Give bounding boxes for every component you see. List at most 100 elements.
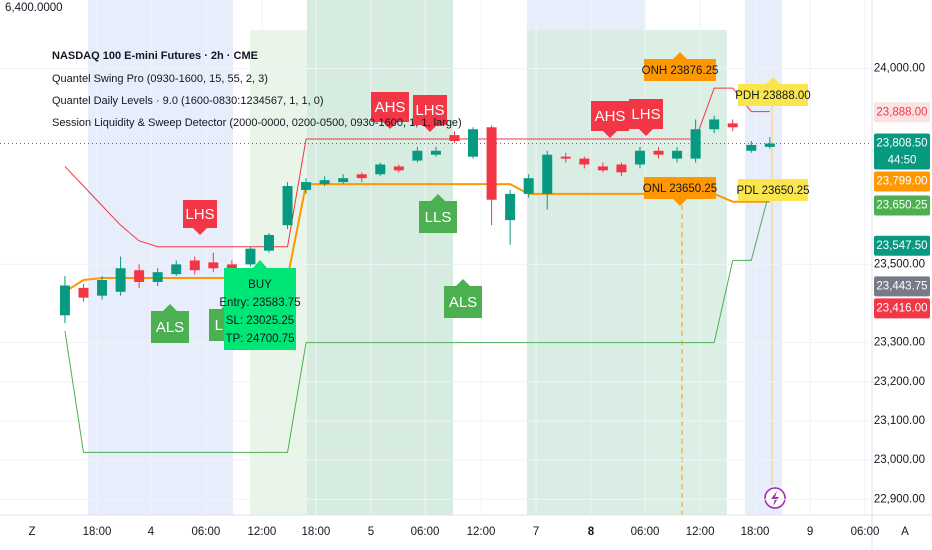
level-tag-box bbox=[738, 179, 808, 201]
x-tick-label: 18:00 bbox=[83, 526, 112, 538]
timezone-button[interactable]: Z bbox=[28, 526, 35, 538]
candle-body bbox=[709, 119, 720, 130]
candle-body bbox=[542, 154, 553, 194]
candle-body bbox=[263, 234, 274, 251]
swing-annotation-label: LLS bbox=[425, 209, 452, 226]
x-tick-label: 12:00 bbox=[467, 526, 496, 538]
candle-body bbox=[97, 280, 108, 296]
x-tick-label: 06:00 bbox=[851, 526, 880, 538]
price-tag bbox=[874, 102, 930, 123]
buy-box-line: TP: 24700.75 bbox=[225, 333, 294, 345]
candle-body bbox=[616, 164, 627, 173]
candle-body bbox=[634, 150, 645, 165]
swing-annotation-label: LHS bbox=[185, 206, 214, 223]
y-tick-label: 23,200.00 bbox=[874, 376, 925, 388]
x-tick-label: 9 bbox=[807, 526, 813, 538]
x-tick-label: 12:00 bbox=[248, 526, 277, 538]
swing-annotation-box bbox=[444, 279, 482, 318]
x-tick-label: 06:00 bbox=[192, 526, 221, 538]
swing-annotation-label: LHS bbox=[631, 106, 660, 123]
x-tick-label: 4 bbox=[148, 526, 155, 538]
indicator-legend[interactable]: Quantel Daily Levels · 9.0 (1600-0830:12… bbox=[52, 95, 324, 107]
candle-body bbox=[764, 143, 775, 147]
price-tag-label: 23,808.50 bbox=[876, 138, 927, 150]
indicator-line bbox=[64, 189, 771, 453]
price-tag-label: 23,650.25 bbox=[876, 200, 927, 212]
x-tick-label: 12:00 bbox=[686, 526, 715, 538]
price-tag bbox=[874, 298, 930, 319]
swing-annotation-label: ALS bbox=[156, 319, 184, 336]
level-tag-label: PDH 23888.00 bbox=[735, 90, 810, 102]
candle-body bbox=[430, 150, 441, 155]
buy-box-line: SL: 23025.25 bbox=[226, 315, 294, 327]
price-tag-label: 23,547.50 bbox=[876, 240, 927, 252]
x-tick-label: 7 bbox=[533, 526, 539, 538]
price-tag-label: 23,416.00 bbox=[876, 302, 927, 314]
alert-bolt bbox=[771, 491, 779, 506]
plot: LHSALSLLSAHSLHSLLSALSAHSLHSONH 23876.25O… bbox=[0, 0, 872, 515]
candle-body bbox=[653, 150, 664, 155]
buy-box-line: BUY bbox=[248, 279, 272, 291]
price-tag bbox=[874, 195, 930, 216]
swing-annotation-box bbox=[371, 92, 409, 129]
auto-scale-button[interactable]: A bbox=[901, 526, 909, 538]
x-tick-label: 18:00 bbox=[302, 526, 331, 538]
candle-body bbox=[356, 174, 367, 179]
swing-annotation-label: AHS bbox=[595, 108, 626, 125]
swing-annotation-label: AHS bbox=[375, 99, 406, 116]
candle-body bbox=[338, 178, 349, 183]
swing-annotation-box bbox=[591, 101, 629, 138]
swing-annotation-box bbox=[629, 99, 663, 136]
candle-body bbox=[171, 264, 182, 275]
candle-body bbox=[597, 166, 608, 171]
candle-body bbox=[115, 268, 126, 292]
level-tag-box bbox=[644, 177, 716, 206]
swing-annotation-label: ALS bbox=[449, 294, 477, 311]
candle-body bbox=[505, 193, 516, 221]
level-tag-box bbox=[644, 52, 716, 81]
price-tag-label: 23,799.00 bbox=[876, 176, 927, 188]
candle-body bbox=[486, 127, 497, 200]
candle-body bbox=[78, 287, 89, 298]
x-tick-label: 06:00 bbox=[411, 526, 440, 538]
swing-annotation-box bbox=[183, 200, 217, 235]
swing-annotation-box bbox=[419, 194, 457, 233]
price-tag-label: 23,888.00 bbox=[876, 106, 927, 118]
candle-body bbox=[393, 166, 404, 171]
y-tick-label: 22,900.00 bbox=[874, 493, 925, 505]
candle-body bbox=[412, 150, 423, 161]
corner-label: 6,400.0000 bbox=[5, 2, 63, 14]
candle-body bbox=[245, 248, 256, 265]
session-bands bbox=[88, 0, 782, 515]
candle-body bbox=[579, 158, 590, 165]
level-tag-box bbox=[738, 77, 808, 106]
candle-body bbox=[282, 186, 293, 226]
buy-box-line: Entry: 23583.75 bbox=[219, 297, 300, 309]
indicator-legend[interactable]: Quantel Swing Pro (0930-1600, 15, 55, 2,… bbox=[52, 73, 268, 85]
candle-body bbox=[727, 123, 738, 128]
candle-body bbox=[746, 144, 757, 151]
swing-annotation-box bbox=[413, 95, 447, 132]
candle-body bbox=[152, 272, 163, 282]
countdown: 44:50 bbox=[888, 155, 917, 167]
indicator-line bbox=[64, 87, 770, 248]
x-tick-label: 8 bbox=[588, 526, 595, 538]
candle-body bbox=[301, 182, 312, 190]
candle-body bbox=[690, 129, 701, 159]
x-tick-label: 5 bbox=[368, 526, 374, 538]
price-tag bbox=[874, 171, 930, 192]
level-tag-label: ONH 23876.25 bbox=[642, 65, 719, 77]
price-tag-label: 23,443.75 bbox=[876, 280, 927, 292]
level-tag-label: PDL 23650.25 bbox=[736, 185, 809, 197]
candle-body bbox=[134, 270, 145, 282]
y-tick-label: 23,000.00 bbox=[874, 454, 925, 466]
level-tag-label: ONL 23650.25 bbox=[643, 183, 717, 195]
candle-body bbox=[468, 129, 479, 157]
y-tick-label: 23,500.00 bbox=[874, 258, 925, 270]
x-tick-label: 18:00 bbox=[741, 526, 770, 538]
indicator-legend[interactable]: Session Liquidity & Sweep Detector (2000… bbox=[52, 117, 462, 129]
price-tag bbox=[874, 235, 930, 256]
candle-body bbox=[189, 260, 200, 271]
y-tick-label: 23,100.00 bbox=[874, 415, 925, 427]
candle-body bbox=[672, 150, 683, 159]
